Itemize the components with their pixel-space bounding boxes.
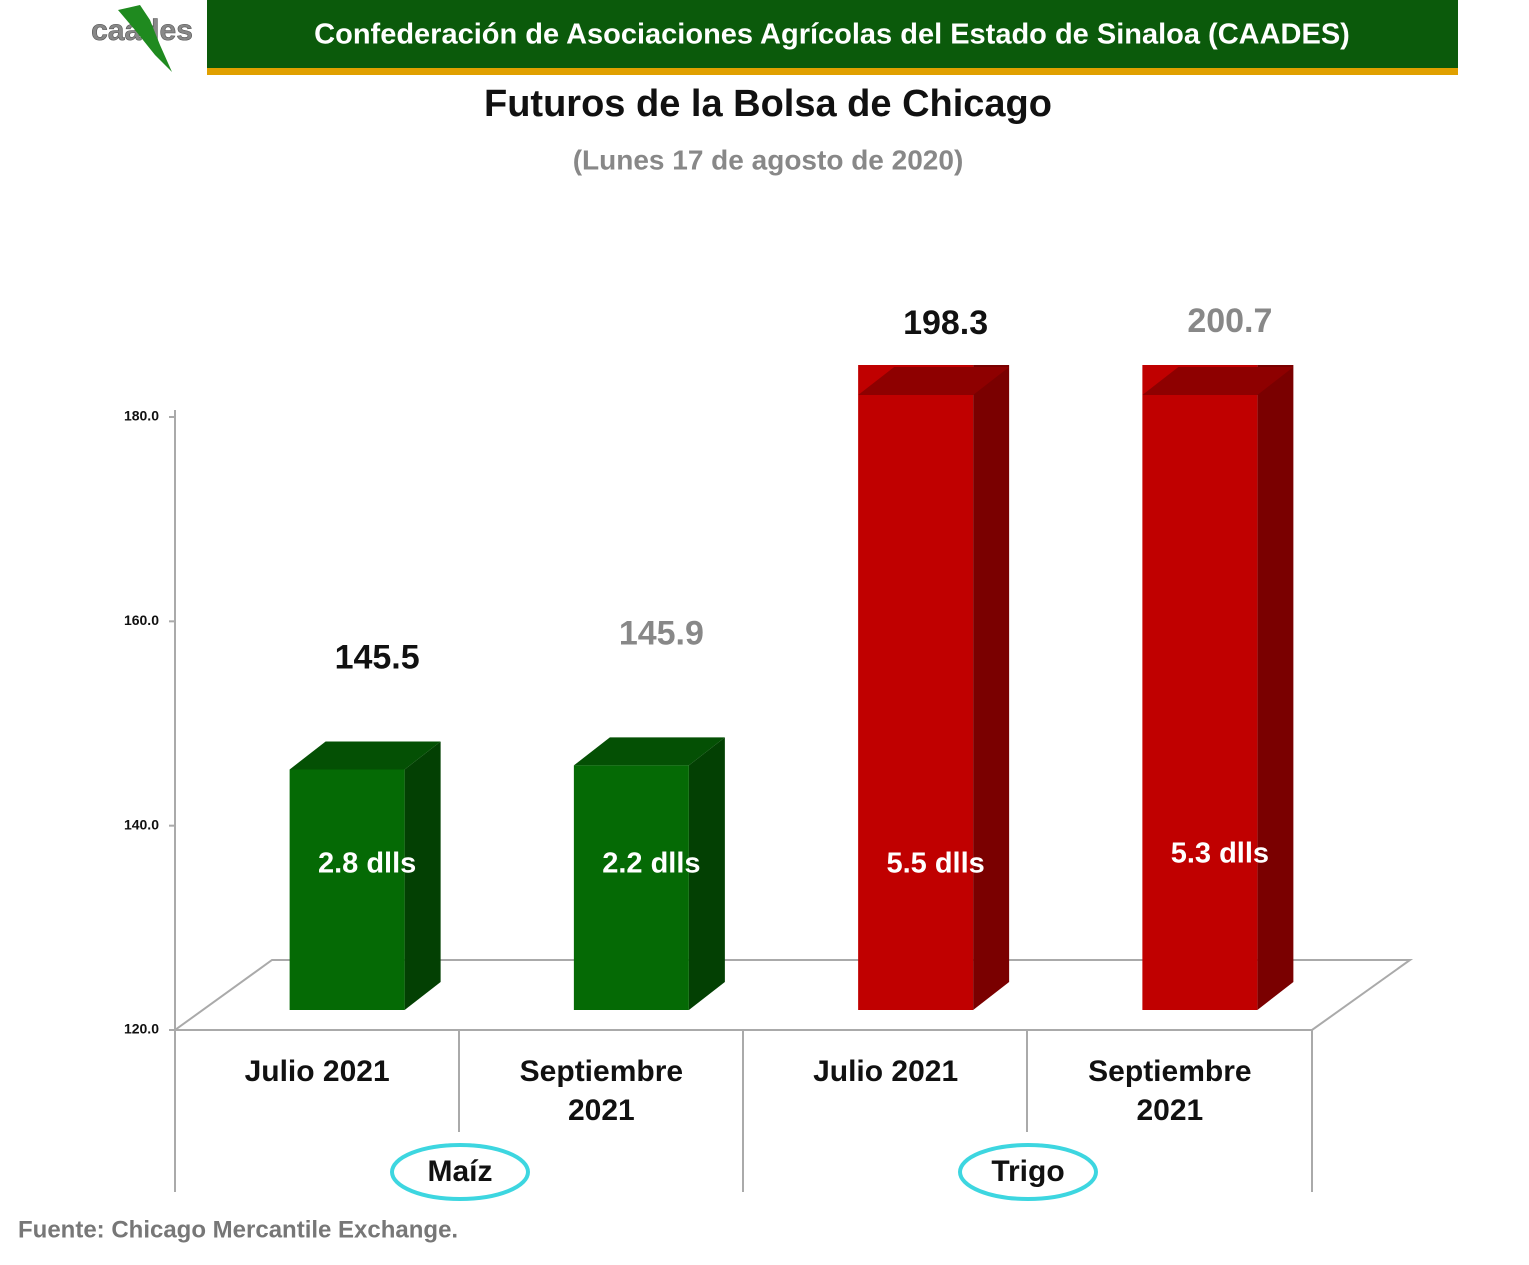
- change-label: 5.3 dlls: [1171, 838, 1269, 870]
- bars: [289, 178, 1294, 1010]
- bar-side: [404, 741, 441, 1010]
- bar: [573, 737, 725, 1010]
- group-oval: [390, 1143, 530, 1201]
- chart-title: Futuros de la Bolsa de Chicago: [484, 83, 1052, 125]
- x-tick-label: Septiembre: [1088, 1055, 1251, 1088]
- value-label: 198.3: [903, 304, 988, 342]
- bar-front: [1142, 365, 1258, 1010]
- bar-cap: [858, 367, 1010, 395]
- bar-top: [858, 202, 1009, 230]
- floor: [171, 959, 1414, 1031]
- value-label: 145.9: [619, 614, 704, 652]
- bar-front: [573, 765, 689, 1010]
- y-tick-label: 140.0: [124, 816, 159, 832]
- value-label: 200.7: [1187, 302, 1272, 340]
- bar-side: [1257, 365, 1294, 1010]
- bar-front: [289, 769, 405, 1010]
- source: Fuente: Chicago Mercantile Exchange.: [18, 1216, 458, 1243]
- group-label: Maíz: [427, 1155, 492, 1188]
- bar-top: [573, 737, 725, 766]
- header-bar: [207, 0, 1458, 68]
- chart-subtitle: (Lunes 17 de agosto de 2020): [573, 144, 964, 175]
- bar-top: [289, 741, 441, 770]
- bar: [858, 202, 1010, 1010]
- bar-side: [688, 737, 725, 1010]
- x-tick-label-line2: 2021: [1137, 1094, 1204, 1127]
- x-tick-label: Julio 2021: [245, 1055, 390, 1088]
- y-tick-label: 160.0: [124, 612, 159, 628]
- bar: [289, 741, 441, 1010]
- x-tick-label: Septiembre: [520, 1055, 683, 1088]
- change-label: 2.2 dlls: [602, 848, 700, 880]
- bar-cap: [1142, 367, 1294, 395]
- change-label: 2.8 dlls: [318, 848, 416, 880]
- value-label: 145.5: [335, 638, 420, 676]
- logo-shape: [118, 5, 172, 72]
- change-label: 5.5 dlls: [886, 848, 984, 880]
- bar: [1142, 178, 1294, 1010]
- bar-front: [858, 365, 974, 1010]
- y-tick-label: 120.0: [124, 1021, 159, 1037]
- header-strip: [207, 68, 1458, 75]
- group-oval: [958, 1143, 1098, 1201]
- bar-side: [973, 365, 1010, 1010]
- header-title: Confederación de Asociaciones Agrícolas …: [314, 19, 1350, 51]
- x-tick-label: Julio 2021: [813, 1055, 958, 1088]
- y-tick-label: 180.0: [124, 408, 159, 424]
- group-label: Trigo: [991, 1155, 1064, 1188]
- bar-top: [1142, 178, 1293, 206]
- x-tick-label-line2: 2021: [568, 1094, 635, 1127]
